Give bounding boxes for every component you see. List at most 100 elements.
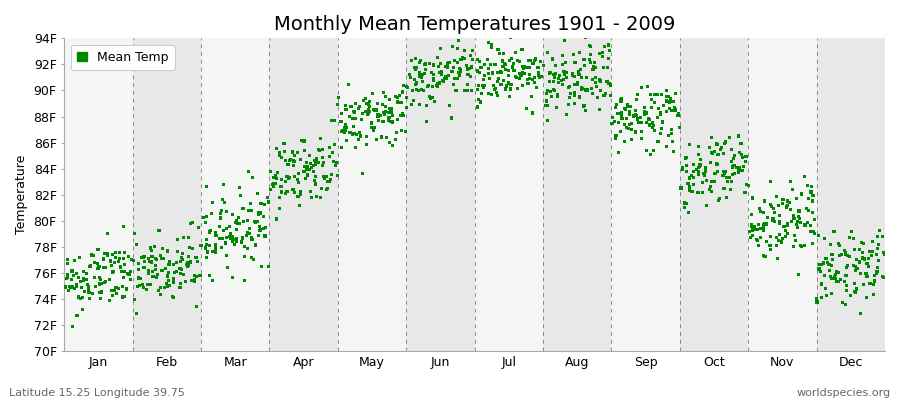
Point [291, 194, 305, 200]
Point [716, 150, 731, 157]
Point [198, 245, 212, 251]
Point [461, 71, 475, 78]
Point [389, 137, 403, 143]
Point [493, 69, 508, 75]
Point [375, 101, 390, 107]
Point [601, 55, 616, 62]
Point [750, 238, 764, 244]
Point [117, 268, 131, 275]
Point [310, 193, 324, 199]
Point [597, 64, 611, 70]
Point [428, 98, 442, 104]
Point [763, 178, 778, 184]
Bar [748, 38, 816, 351]
Point [763, 201, 778, 208]
Point [557, 72, 572, 78]
Point [691, 165, 706, 171]
Point [408, 82, 422, 88]
Point [786, 213, 800, 219]
Point [97, 280, 112, 286]
Point [758, 254, 772, 260]
Point [73, 278, 87, 284]
Point [725, 163, 740, 170]
Point [634, 136, 648, 142]
Point [107, 288, 122, 294]
Point [818, 272, 832, 278]
Point [225, 234, 239, 240]
Point [580, 87, 595, 93]
Point [280, 173, 294, 180]
Point [338, 127, 353, 133]
Point [590, 84, 604, 90]
Point [347, 109, 362, 115]
Point [297, 168, 311, 174]
Bar [680, 38, 748, 351]
Point [843, 293, 858, 299]
Point [842, 254, 857, 260]
Point [274, 183, 288, 190]
Point [716, 185, 731, 191]
Point [359, 141, 374, 148]
Point [470, 68, 484, 74]
Point [131, 260, 146, 267]
Point [306, 168, 320, 174]
Point [199, 236, 213, 242]
Point [655, 118, 670, 124]
Point [442, 59, 456, 66]
Point [123, 269, 138, 275]
Point [869, 251, 884, 258]
Point [405, 87, 419, 94]
Point [92, 264, 106, 270]
Point [447, 75, 462, 82]
Point [486, 82, 500, 88]
Point [876, 233, 890, 239]
Point [192, 225, 206, 231]
Point [631, 116, 645, 122]
Point [439, 75, 454, 81]
Point [625, 136, 639, 142]
Point [598, 90, 613, 97]
Point [812, 266, 826, 272]
Point [702, 186, 716, 192]
Point [244, 207, 258, 213]
Point [355, 110, 369, 117]
Point [807, 230, 822, 236]
Point [92, 274, 106, 281]
Point [166, 275, 181, 281]
Point [69, 281, 84, 287]
Point [60, 274, 75, 281]
Point [549, 104, 563, 111]
Point [612, 150, 626, 156]
Point [293, 157, 308, 163]
Point [464, 87, 479, 94]
Point [602, 80, 616, 87]
Point [825, 256, 840, 263]
Point [382, 117, 396, 123]
Point [75, 294, 89, 300]
Point [579, 87, 593, 93]
Point [223, 235, 238, 241]
Point [823, 268, 837, 274]
Point [338, 122, 353, 128]
Point [103, 276, 117, 283]
Point [848, 247, 862, 253]
Point [457, 56, 472, 62]
Point [374, 112, 388, 119]
Point [175, 254, 189, 260]
Point [523, 64, 537, 70]
Point [696, 170, 710, 177]
Point [724, 164, 739, 170]
Point [660, 98, 674, 104]
Point [711, 151, 725, 157]
Point [732, 167, 746, 173]
Point [528, 56, 543, 62]
Point [780, 222, 795, 228]
Point [504, 55, 518, 61]
Point [844, 228, 859, 234]
Point [597, 43, 611, 50]
Point [268, 180, 283, 187]
Point [678, 155, 692, 161]
Point [509, 74, 524, 81]
Point [452, 65, 466, 71]
Point [287, 189, 302, 196]
